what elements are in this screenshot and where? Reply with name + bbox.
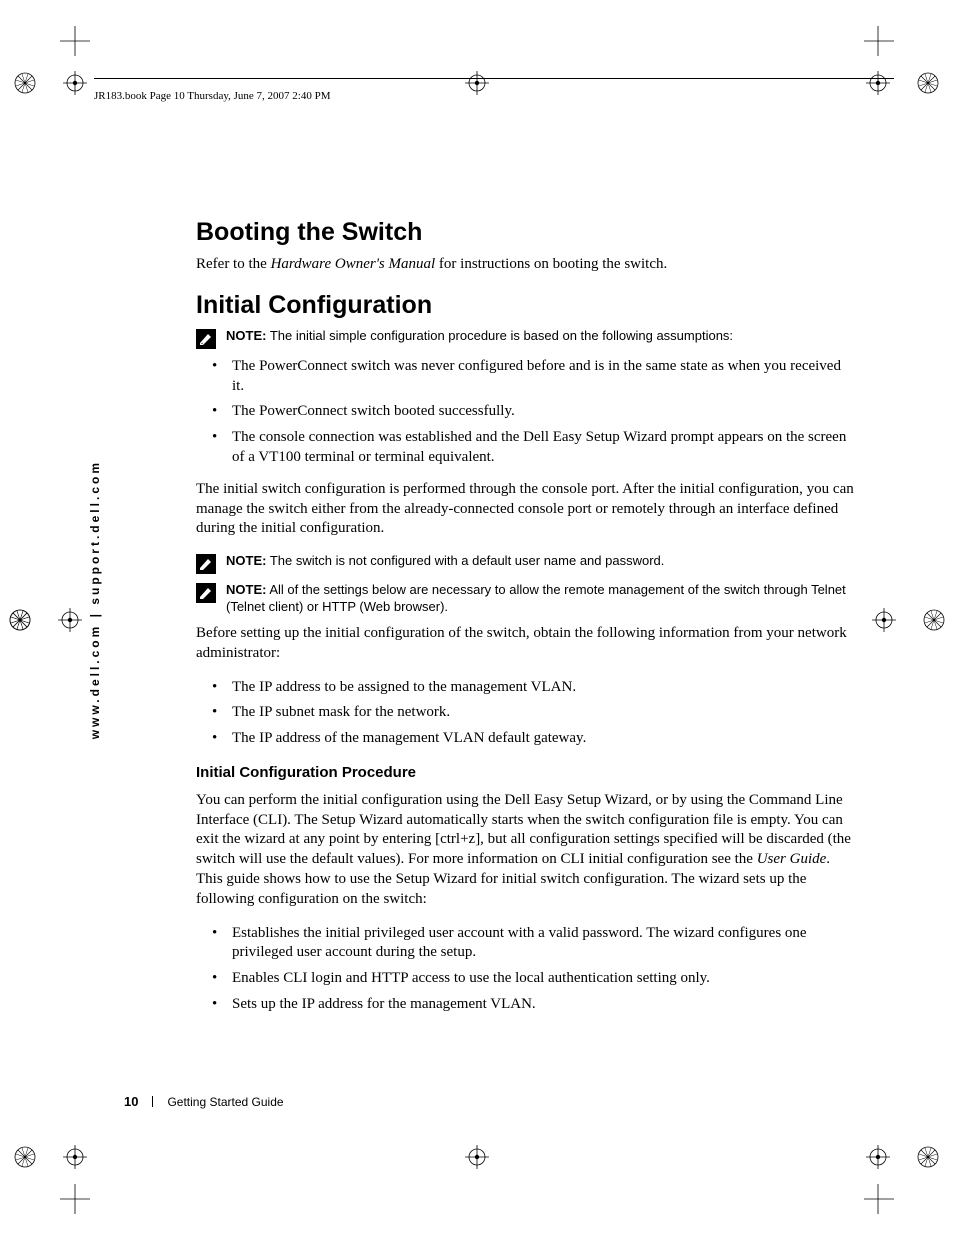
text-italic: User Guide bbox=[757, 851, 827, 867]
note-icon bbox=[196, 583, 216, 603]
footer-title: Getting Started Guide bbox=[167, 1095, 283, 1109]
note-1: NOTE: The initial simple configuration p… bbox=[196, 328, 854, 349]
note-label: NOTE: bbox=[226, 582, 266, 597]
bullets-a: The PowerConnect switch was never config… bbox=[196, 357, 854, 468]
note-icon bbox=[196, 554, 216, 574]
list-item: The console connection was established a… bbox=[196, 428, 854, 468]
note-label: NOTE: bbox=[226, 553, 266, 568]
sidebar: www.dell.com | support.dell.com bbox=[88, 460, 102, 739]
page: JR183.book Page 10 Thursday, June 7, 200… bbox=[0, 0, 954, 1235]
note-3: NOTE: All of the settings below are nece… bbox=[196, 582, 854, 616]
text-italic: Hardware Owner's Manual bbox=[271, 256, 436, 272]
note-text: NOTE: All of the settings below are nece… bbox=[226, 582, 854, 616]
sidebar-text: www.dell.com | support.dell.com bbox=[88, 460, 102, 739]
list-item: The PowerConnect switch booted successfu… bbox=[196, 402, 854, 422]
bullets-b: The IP address to be assigned to the man… bbox=[196, 678, 854, 749]
subsection-title: Initial Configuration Procedure bbox=[196, 763, 854, 783]
list-item: The IP subnet mask for the network. bbox=[196, 703, 854, 723]
content: Booting the Switch Refer to the Hardware… bbox=[196, 216, 854, 1027]
text-span: Refer to the bbox=[196, 256, 271, 272]
section-title-initial: Initial Configuration bbox=[196, 289, 854, 322]
list-item: Establishes the initial privileged user … bbox=[196, 924, 854, 964]
para-2: Before setting up the initial configurat… bbox=[196, 624, 854, 664]
section-title-booting: Booting the Switch bbox=[196, 216, 854, 249]
list-item: The PowerConnect switch was never config… bbox=[196, 357, 854, 397]
para-3: You can perform the initial configuratio… bbox=[196, 791, 854, 910]
list-item: The IP address of the management VLAN de… bbox=[196, 729, 854, 749]
list-item: Sets up the IP address for the managemen… bbox=[196, 995, 854, 1015]
note-icon bbox=[196, 329, 216, 349]
note-2: NOTE: The switch is not configured with … bbox=[196, 553, 854, 574]
page-number: 10 bbox=[124, 1094, 138, 1109]
note-text: NOTE: The switch is not configured with … bbox=[226, 553, 664, 570]
header-rule bbox=[94, 78, 894, 79]
note-label: NOTE: bbox=[226, 328, 266, 343]
footer: 10 Getting Started Guide bbox=[124, 1094, 284, 1109]
bullets-c: Establishes the initial privileged user … bbox=[196, 924, 854, 1015]
footer-separator bbox=[152, 1096, 153, 1107]
header-text: JR183.book Page 10 Thursday, June 7, 200… bbox=[94, 90, 331, 102]
list-item: The IP address to be assigned to the man… bbox=[196, 678, 854, 698]
text-span: for instructions on booting the switch. bbox=[435, 256, 667, 272]
para-1: The initial switch configuration is perf… bbox=[196, 480, 854, 539]
text-span: All of the settings below are necessary … bbox=[226, 582, 846, 614]
booting-para: Refer to the Hardware Owner's Manual for… bbox=[196, 255, 854, 275]
list-item: Enables CLI login and HTTP access to use… bbox=[196, 969, 854, 989]
text-span: You can perform the initial configuratio… bbox=[196, 792, 851, 867]
text-span: The initial simple configuration procedu… bbox=[266, 328, 733, 343]
note-text: NOTE: The initial simple configuration p… bbox=[226, 328, 733, 345]
text-span: The switch is not configured with a defa… bbox=[266, 553, 664, 568]
